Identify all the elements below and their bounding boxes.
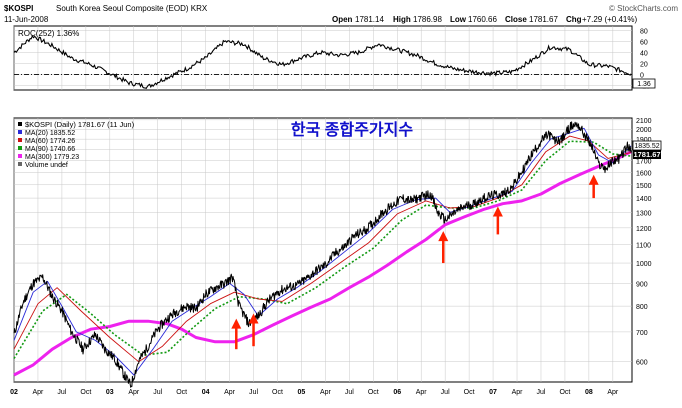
price-y-tick-label: 1400 [636,196,652,203]
x-tick-label: Oct [368,389,379,396]
price-series-group [13,121,632,388]
roc-y-tick-label: 0 [640,73,644,80]
legend-swatch-ma90 [18,146,22,150]
low-value: 1760.66 [468,15,497,24]
close-last-value: 1781.67 [633,150,660,159]
x-tick-label: Jul [537,389,546,396]
high-value: 1786.98 [413,15,442,24]
x-tick-label: 03 [106,389,114,396]
roc-legend: ROC(252) 1.36% [18,29,79,38]
roc-last-value: 1.36 [637,81,651,88]
roc-last-value-box [632,78,656,89]
roc-y-tick-label: 20 [640,62,648,69]
price-y-tick-label: 1000 [636,261,652,268]
x-tick-label: 07 [489,389,497,396]
legend-ma300: MA(300) 1779.23 [25,154,79,161]
ma90-line [13,140,632,359]
legend-swatch-ma300 [18,154,22,158]
roc-y-tick-label: 80 [640,28,648,35]
roc-y-tick-label: 60 [640,39,648,46]
price-y-tick-label: 1200 [636,226,652,233]
x-tick-label: Apr [416,389,428,396]
x-tick-label: Jul [153,389,162,396]
chg-label: Chg [566,15,582,24]
roc-line [13,34,632,90]
price-y-tick-label: 1500 [636,183,652,190]
price-y-tick-label: 700 [636,330,648,337]
price-y-tick-label: 2100 [636,118,652,125]
x-tick-label: 04 [202,389,210,396]
x-tick-label: Apr [128,389,140,396]
annotation-arrow-head [231,318,242,329]
x-tick-label: Apr [224,389,236,396]
open-label: Open [332,15,353,24]
annotation-arrow-head [588,174,599,185]
legend-swatch-ma20 [18,130,22,134]
x-tick-label: Apr [607,389,619,396]
x-tick-label: 02 [10,389,18,396]
x-tick-label: Oct [272,389,283,396]
chg-value: +7.29 (+0.41%) [582,15,637,24]
legend-price: $KOSPI (Daily) 1781.67 (11 Jun) [25,120,135,129]
overlay-title: 한국 종합주가지수 [291,120,413,139]
x-tick-label: Oct [80,389,91,396]
roc-y-tick-label: 40 [640,50,648,57]
price-y-tick-label: 2000 [636,127,652,134]
x-tick-label: Oct [176,389,187,396]
annotation-arrow-head [248,313,259,324]
x-tick-label: Apr [512,389,524,396]
stockcharts-brand: © StockCharts.com [609,4,678,13]
price-y-tick-label: 1700 [636,159,652,166]
legend-ma20: MA(20) 1835.52 [25,130,75,137]
price-y-tick-label: 600 [636,360,648,367]
roc-panel-frame [13,25,633,91]
legend-swatch-ma60 [18,138,22,142]
price-y-tick-label: 800 [636,304,648,311]
ma60-line [13,135,632,363]
ma300-line [13,150,632,377]
close-value: 1781.67 [529,15,558,24]
symbol: $KOSPI [4,4,33,13]
price-line [13,121,632,388]
x-axis: 02 Apr Jul Oct 03 Apr Jul Oct 04 Apr Jul Oct 05 Apr Ju… [10,389,619,396]
annotation-arrow-head [438,231,449,242]
x-tick-label: Apr [33,389,45,396]
price-y-tick-label: 900 [636,281,648,288]
x-tick-label: Jul [345,389,354,396]
x-tick-label: 08 [585,389,593,396]
x-tick-label: Oct [464,389,475,396]
annotation-arrows [231,174,599,350]
close-last-value-box [633,150,661,159]
instrument-name: South Korea Seoul Composite (EOD) KRX [56,4,208,13]
legend-ma60: MA(60) 1774.26 [25,138,75,145]
price-grid [13,118,632,382]
legend-ma90: MA(90) 1740.66 [25,146,75,153]
annotation-arrow-head [492,206,503,217]
low-label: Low [450,15,467,24]
price-y-tick-label: 1100 [636,243,651,250]
x-tick-label: Apr [320,389,332,396]
x-tick-label: Oct [559,389,570,396]
x-tick-label: Jul [57,389,66,396]
legend-swatch-volume [18,162,22,166]
open-value: 1781.14 [355,15,384,24]
chart-date: 11-Jun-2008 [4,15,49,24]
legend-volume: Volume undef [25,162,68,169]
high-label: High [393,15,411,24]
price-panel-frame [13,117,633,383]
price-legend: $KOSPI (Daily) 1781.67 (11 Jun) MA(20) 1… [18,120,135,169]
x-tick-label: 05 [298,389,306,396]
x-tick-label: Jul [249,389,258,396]
legend-swatch-price [18,122,22,126]
ma20-last-value: 1835.52 [634,143,659,150]
roc-grid [13,26,632,90]
x-tick-label: 06 [393,389,401,396]
price-y-tick-label: 1600 [636,170,652,177]
price-y-tick-label: 1300 [636,210,652,217]
x-tick-label: Jul [441,389,450,396]
close-label: Close [505,15,527,24]
